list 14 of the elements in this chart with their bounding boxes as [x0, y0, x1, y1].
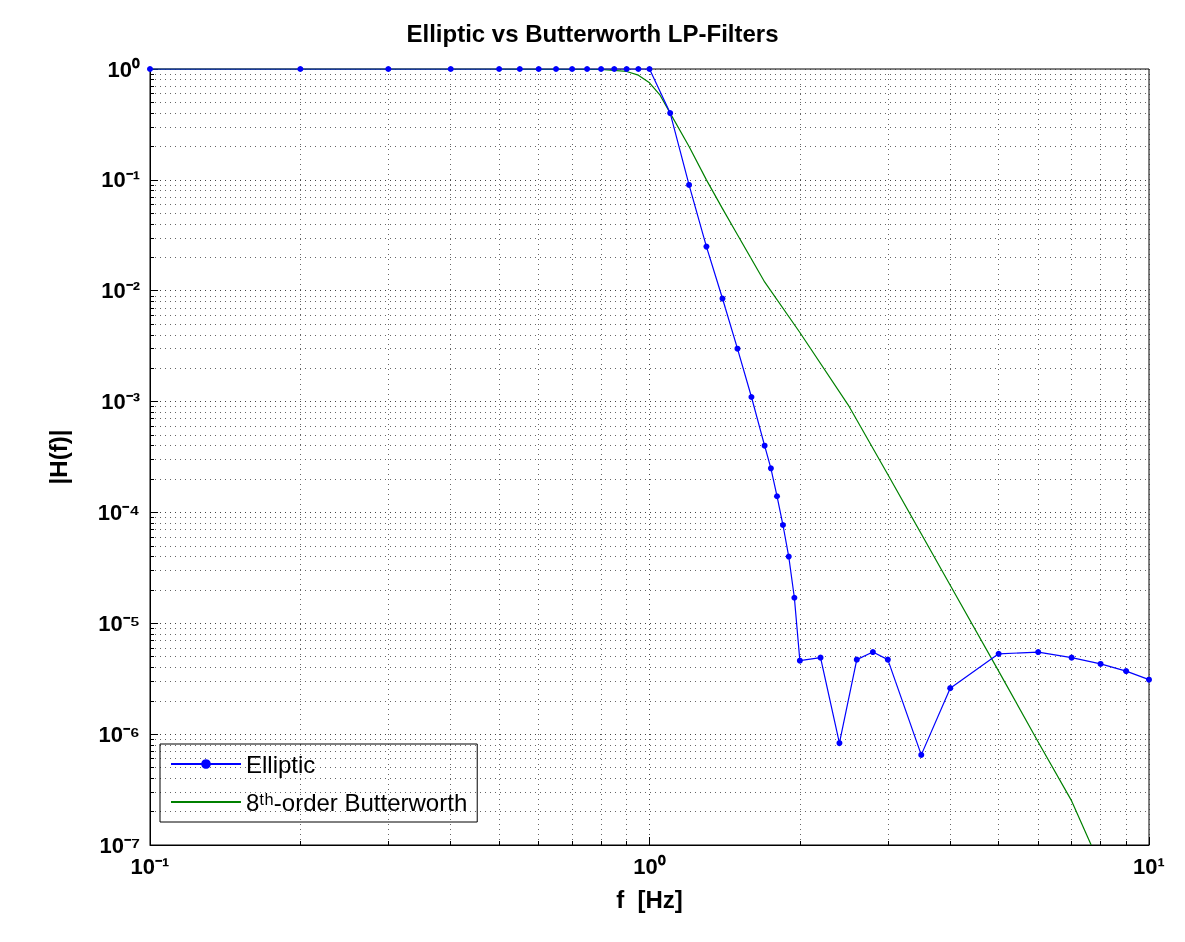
legend-label: Elliptic [246, 750, 316, 778]
chart-title: Elliptic vs Butterworth LP-Filters [406, 19, 779, 47]
y-tick-label: 10⁻⁶ [98, 721, 140, 747]
legend-label: 8ᵗʰ-order Butterworth [246, 788, 468, 816]
y-tick-label: 10⁻⁵ [98, 610, 140, 636]
x-tick-label: 10¹ [1133, 853, 1165, 879]
x-tick-label: 10⁰ [633, 853, 666, 879]
y-tick-label: 10⁻³ [101, 389, 140, 415]
y-tick-label: 10⁰ [107, 56, 140, 82]
y-tick-label: 10⁻¹ [101, 167, 140, 193]
y-tick-label: 10⁻² [101, 278, 140, 304]
x-axis-title: f [Hz] [616, 885, 683, 913]
y-axis-title: |H(f)| [44, 429, 72, 485]
y-tick-label: 10⁻⁴ [97, 499, 140, 525]
